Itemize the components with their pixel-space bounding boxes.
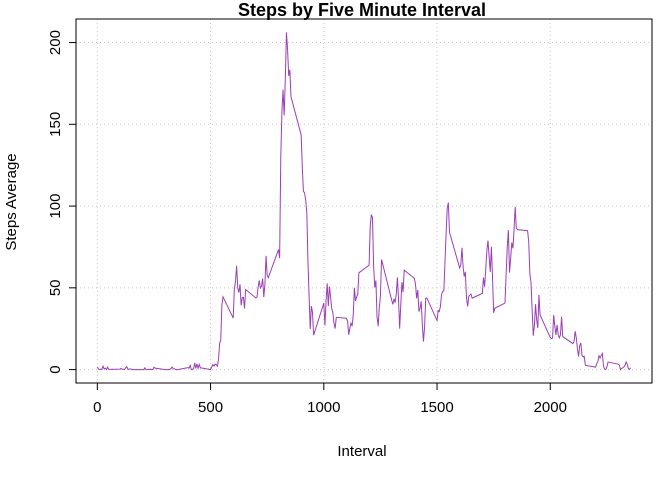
y-tick-label: 150 xyxy=(47,112,64,137)
x-tick-label: 2000 xyxy=(534,399,567,416)
y-tick-label: 200 xyxy=(47,30,64,55)
y-tick-label: 100 xyxy=(47,194,64,219)
x-tick-label: 1000 xyxy=(307,399,340,416)
x-tick-label: 0 xyxy=(93,399,101,416)
x-tick-label: 500 xyxy=(198,399,223,416)
y-tick-label: 50 xyxy=(47,279,64,296)
data-line xyxy=(96,32,632,371)
x-axis-label: Interval xyxy=(337,443,386,460)
y-tick-label: 0 xyxy=(47,365,64,373)
plot-box xyxy=(75,18,653,384)
chart-title: Steps by Five Minute Interval xyxy=(238,0,486,20)
y-axis-label: Steps Average xyxy=(3,153,20,250)
x-tick-label: 1500 xyxy=(420,399,453,416)
